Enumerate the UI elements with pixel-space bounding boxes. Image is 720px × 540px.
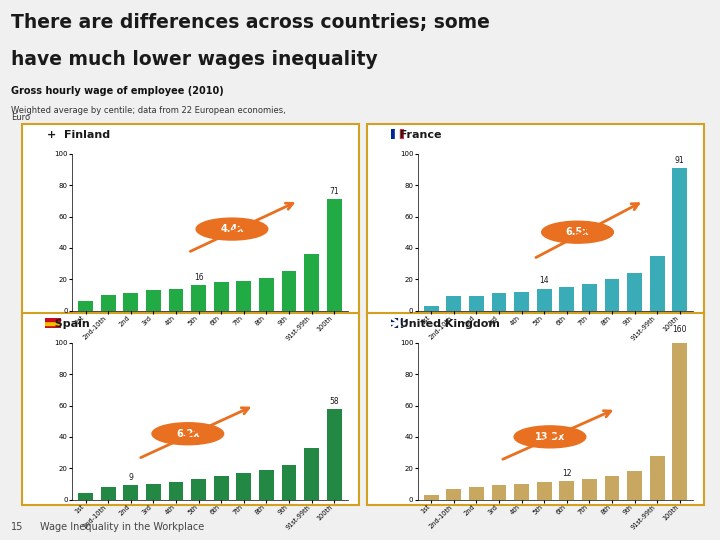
Bar xyxy=(391,129,395,139)
Bar xyxy=(259,470,274,500)
Text: Wage Inequality in the Workplace: Wage Inequality in the Workplace xyxy=(40,522,204,532)
Bar xyxy=(424,495,438,500)
Bar xyxy=(78,301,93,310)
Bar xyxy=(45,325,61,328)
Bar xyxy=(582,479,597,500)
Bar xyxy=(605,279,619,310)
Bar xyxy=(605,476,619,500)
Bar xyxy=(514,292,529,310)
Bar xyxy=(650,255,665,310)
Bar xyxy=(327,409,341,500)
Text: +  Finland: + Finland xyxy=(47,130,110,140)
Bar xyxy=(305,254,319,310)
Bar xyxy=(123,485,138,500)
Text: 91: 91 xyxy=(675,156,685,165)
Bar xyxy=(327,199,341,310)
Bar xyxy=(192,286,206,310)
Text: have much lower wages inequality: have much lower wages inequality xyxy=(11,50,377,69)
Bar xyxy=(168,288,184,310)
Text: 71: 71 xyxy=(329,187,339,196)
Bar xyxy=(514,484,529,500)
Bar xyxy=(492,293,506,310)
Bar xyxy=(395,129,400,139)
Bar xyxy=(282,271,297,310)
Text: There are differences across countries; some: There are differences across countries; … xyxy=(11,12,490,31)
Text: Euro: Euro xyxy=(11,112,30,122)
Bar xyxy=(282,465,297,500)
Text: Weighted average by centile; data from 22 European economies,: Weighted average by centile; data from 2… xyxy=(11,106,286,114)
Bar xyxy=(492,485,506,500)
Text: Spain: Spain xyxy=(47,319,89,329)
Text: France: France xyxy=(392,130,442,140)
Text: 16: 16 xyxy=(194,273,203,282)
Text: 160: 160 xyxy=(672,325,687,334)
Ellipse shape xyxy=(196,218,268,240)
Text: 14: 14 xyxy=(539,276,549,286)
Bar xyxy=(305,448,319,500)
Bar xyxy=(537,482,552,500)
Bar xyxy=(446,296,461,310)
Bar xyxy=(469,487,484,500)
Bar xyxy=(650,456,665,500)
Text: 13.3x: 13.3x xyxy=(535,432,565,442)
Ellipse shape xyxy=(514,426,586,448)
Bar xyxy=(146,484,161,500)
Bar xyxy=(672,343,687,500)
Ellipse shape xyxy=(541,221,613,243)
Bar xyxy=(446,489,461,500)
Bar xyxy=(45,321,61,325)
Bar xyxy=(192,479,206,500)
Bar xyxy=(101,295,115,310)
Bar xyxy=(469,296,484,310)
Bar xyxy=(236,473,251,500)
Bar xyxy=(214,282,228,310)
Text: 12: 12 xyxy=(562,469,572,477)
Text: 4.4x: 4.4x xyxy=(220,224,243,234)
Bar xyxy=(214,476,228,500)
Bar xyxy=(101,487,115,500)
Bar xyxy=(537,288,552,310)
Text: United Kingdom: United Kingdom xyxy=(392,319,500,329)
Bar xyxy=(582,284,597,310)
Text: 6.5x: 6.5x xyxy=(566,227,589,237)
Text: 58: 58 xyxy=(329,396,339,406)
Bar xyxy=(400,129,404,139)
Bar xyxy=(168,482,184,500)
Bar xyxy=(45,318,61,321)
Bar xyxy=(236,281,251,310)
Bar xyxy=(559,287,574,310)
Bar xyxy=(78,493,93,500)
Bar xyxy=(259,278,274,310)
Text: 9: 9 xyxy=(128,473,133,482)
Text: 6.2x: 6.2x xyxy=(176,429,199,438)
Bar xyxy=(424,306,438,310)
Text: 15: 15 xyxy=(11,522,23,532)
Bar xyxy=(627,471,642,500)
Bar xyxy=(627,273,642,310)
Bar xyxy=(123,293,138,310)
Bar xyxy=(672,168,687,310)
Bar xyxy=(559,481,574,500)
Bar xyxy=(146,290,161,310)
Ellipse shape xyxy=(152,423,224,445)
Text: Gross hourly wage of employee (2010): Gross hourly wage of employee (2010) xyxy=(11,86,223,97)
